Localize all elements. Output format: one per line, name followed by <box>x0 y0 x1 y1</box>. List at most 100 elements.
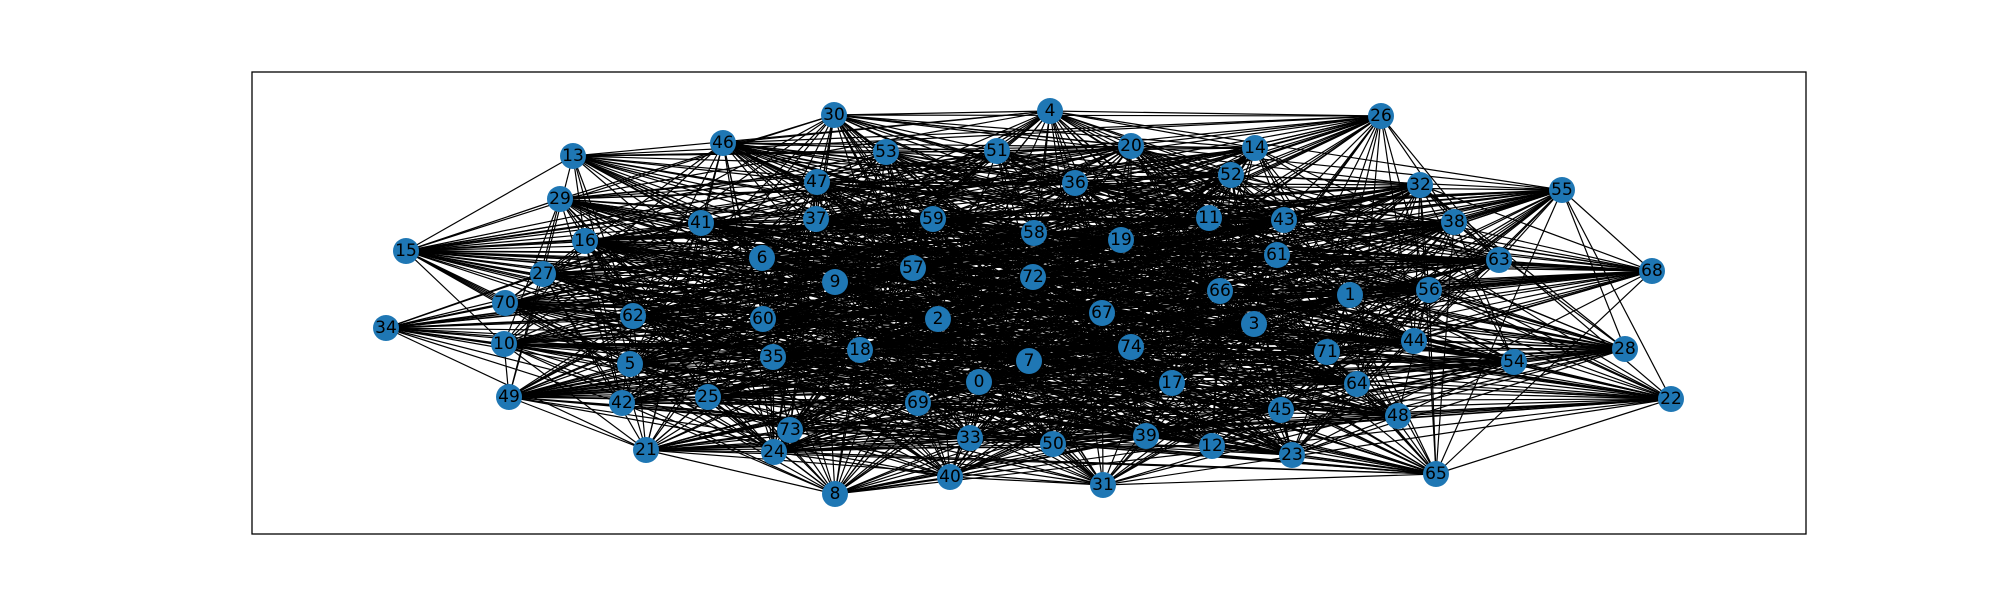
node-1: 1 <box>1337 282 1363 308</box>
node-circle-22 <box>1658 386 1684 412</box>
node-28: 28 <box>1612 336 1638 362</box>
node-circle-64 <box>1344 371 1370 397</box>
edge-54-73 <box>789 361 1515 431</box>
edge-28-35 <box>772 348 1626 358</box>
edge-22-27 <box>542 273 1672 400</box>
edge-36-41 <box>700 182 1076 224</box>
node-label-55: 55 <box>1551 180 1573 200</box>
node-20: 20 <box>1118 133 1144 159</box>
edge-49-67 <box>508 312 1103 398</box>
edge-66-71 <box>1219 290 1328 353</box>
edge-50-73 <box>789 429 1054 445</box>
edge-64-72 <box>1032 276 1358 385</box>
node-label-42: 42 <box>611 393 633 413</box>
edge-23-28 <box>1291 348 1626 456</box>
node-38: 38 <box>1441 209 1467 235</box>
edge-22-55 <box>1561 189 1672 400</box>
node-circle-67 <box>1089 300 1115 326</box>
node-circle-70 <box>492 290 518 316</box>
edge-13-27 <box>542 155 574 275</box>
node-label-54: 54 <box>1503 352 1525 372</box>
node-circle-14 <box>1242 135 1268 161</box>
node-circle-17 <box>1159 370 1185 396</box>
edge-52-73 <box>789 174 1232 431</box>
node-16: 16 <box>572 228 598 254</box>
edge-39-74 <box>1130 346 1147 437</box>
node-circle-69 <box>905 390 931 416</box>
node-label-72: 72 <box>1022 267 1044 287</box>
edge-38-54 <box>1453 221 1515 363</box>
edge-50-74 <box>1052 346 1132 445</box>
edge-52-56 <box>1230 174 1430 291</box>
node-label-38: 38 <box>1443 212 1465 232</box>
node-circle-44 <box>1401 328 1427 354</box>
node-circle-52 <box>1218 162 1244 188</box>
edge-50-68 <box>1052 270 1653 445</box>
node-label-35: 35 <box>762 347 784 367</box>
edge-22-67 <box>1101 312 1672 400</box>
edge-56-71 <box>1326 289 1430 353</box>
edge-63-72 <box>1032 259 1500 278</box>
edge-28-56 <box>1428 289 1626 350</box>
node-32: 32 <box>1407 172 1433 198</box>
node-29: 29 <box>547 186 573 212</box>
node-circle-4 <box>1037 98 1063 124</box>
node-46: 46 <box>710 130 736 156</box>
node-label-21: 21 <box>635 440 657 460</box>
edge-56-64 <box>1356 289 1430 385</box>
node-label-10: 10 <box>493 334 515 354</box>
node-circle-56 <box>1416 277 1442 303</box>
edge-30-73 <box>789 114 835 431</box>
edge-15-30 <box>405 114 835 252</box>
node-label-73: 73 <box>779 420 801 440</box>
edge-48-58 <box>1033 232 1399 417</box>
node-label-37: 37 <box>805 209 827 229</box>
node-label-13: 13 <box>562 146 584 166</box>
edge-59-72 <box>932 218 1034 278</box>
edge-39-55 <box>1145 189 1563 437</box>
node-69: 69 <box>905 390 931 416</box>
edge-35-40 <box>772 356 951 478</box>
node-label-18: 18 <box>849 340 871 360</box>
node-label-5: 5 <box>625 354 636 374</box>
edge-59-60 <box>762 218 934 320</box>
node-44: 44 <box>1401 328 1427 354</box>
node-59: 59 <box>920 206 946 232</box>
node-circle-72 <box>1020 264 1046 290</box>
edge-49-71 <box>508 351 1328 398</box>
edge-46-60 <box>722 142 764 320</box>
node-label-61: 61 <box>1266 245 1288 265</box>
node-label-43: 43 <box>1273 210 1295 230</box>
node-circle-37 <box>803 206 829 232</box>
node-circle-5 <box>617 351 643 377</box>
node-74: 74 <box>1118 334 1144 360</box>
node-circle-3 <box>1241 311 1267 337</box>
node-6: 6 <box>749 245 775 271</box>
edge-15-53 <box>405 151 887 252</box>
node-label-36: 36 <box>1064 173 1086 193</box>
edge-29-62 <box>559 198 634 317</box>
node-label-22: 22 <box>1660 389 1682 409</box>
edge-30-51 <box>833 114 998 152</box>
node-label-6: 6 <box>757 248 768 268</box>
node-label-16: 16 <box>574 231 596 251</box>
node-label-1: 1 <box>1345 285 1356 305</box>
node-61: 61 <box>1264 242 1290 268</box>
node-circle-6 <box>749 245 775 271</box>
edge-25-31 <box>707 396 1104 486</box>
plot-frame <box>251 71 1807 535</box>
node-label-49: 49 <box>498 387 520 407</box>
node-36: 36 <box>1062 170 1088 196</box>
node-circle-66 <box>1207 278 1233 304</box>
edge-46-74 <box>722 142 1132 348</box>
edge-56-73 <box>789 289 1430 431</box>
edge-50-66 <box>1052 290 1221 445</box>
node-67: 67 <box>1089 300 1115 326</box>
node-label-14: 14 <box>1244 138 1266 158</box>
node-14: 14 <box>1242 135 1268 161</box>
node-label-44: 44 <box>1403 331 1425 351</box>
node-25: 25 <box>695 384 721 410</box>
node-58: 58 <box>1021 220 1047 246</box>
edge-45-69 <box>917 402 1282 411</box>
node-12: 12 <box>1199 433 1225 459</box>
